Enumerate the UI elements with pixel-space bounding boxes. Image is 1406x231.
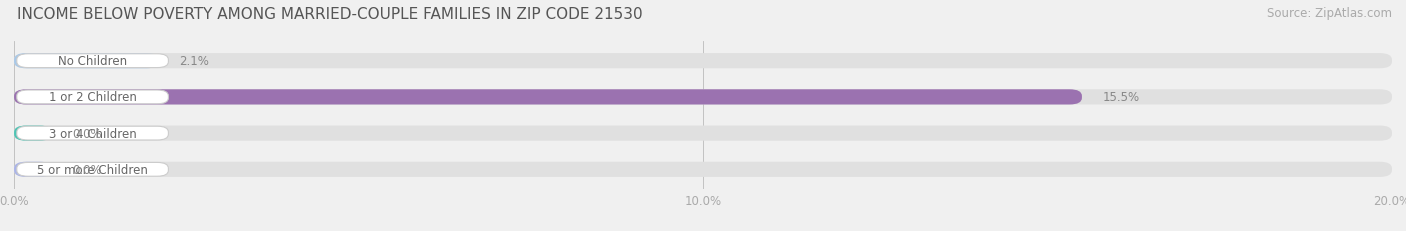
Text: No Children: No Children bbox=[58, 55, 127, 68]
FancyBboxPatch shape bbox=[17, 91, 169, 104]
FancyBboxPatch shape bbox=[17, 127, 169, 140]
FancyBboxPatch shape bbox=[14, 90, 1392, 105]
FancyBboxPatch shape bbox=[17, 55, 169, 68]
Text: INCOME BELOW POVERTY AMONG MARRIED-COUPLE FAMILIES IN ZIP CODE 21530: INCOME BELOW POVERTY AMONG MARRIED-COUPL… bbox=[17, 7, 643, 22]
FancyBboxPatch shape bbox=[14, 90, 1083, 105]
Text: Source: ZipAtlas.com: Source: ZipAtlas.com bbox=[1267, 7, 1392, 20]
FancyBboxPatch shape bbox=[14, 162, 1392, 177]
Text: 3 or 4 Children: 3 or 4 Children bbox=[49, 127, 136, 140]
Text: 5 or more Children: 5 or more Children bbox=[37, 163, 148, 176]
FancyBboxPatch shape bbox=[14, 162, 52, 177]
FancyBboxPatch shape bbox=[14, 126, 1392, 141]
Text: 0.0%: 0.0% bbox=[73, 163, 103, 176]
FancyBboxPatch shape bbox=[14, 54, 1392, 69]
Text: 15.5%: 15.5% bbox=[1102, 91, 1140, 104]
Text: 0.0%: 0.0% bbox=[73, 127, 103, 140]
Text: 2.1%: 2.1% bbox=[180, 55, 209, 68]
Text: 1 or 2 Children: 1 or 2 Children bbox=[49, 91, 136, 104]
FancyBboxPatch shape bbox=[17, 163, 169, 176]
FancyBboxPatch shape bbox=[14, 54, 159, 69]
FancyBboxPatch shape bbox=[14, 126, 52, 141]
